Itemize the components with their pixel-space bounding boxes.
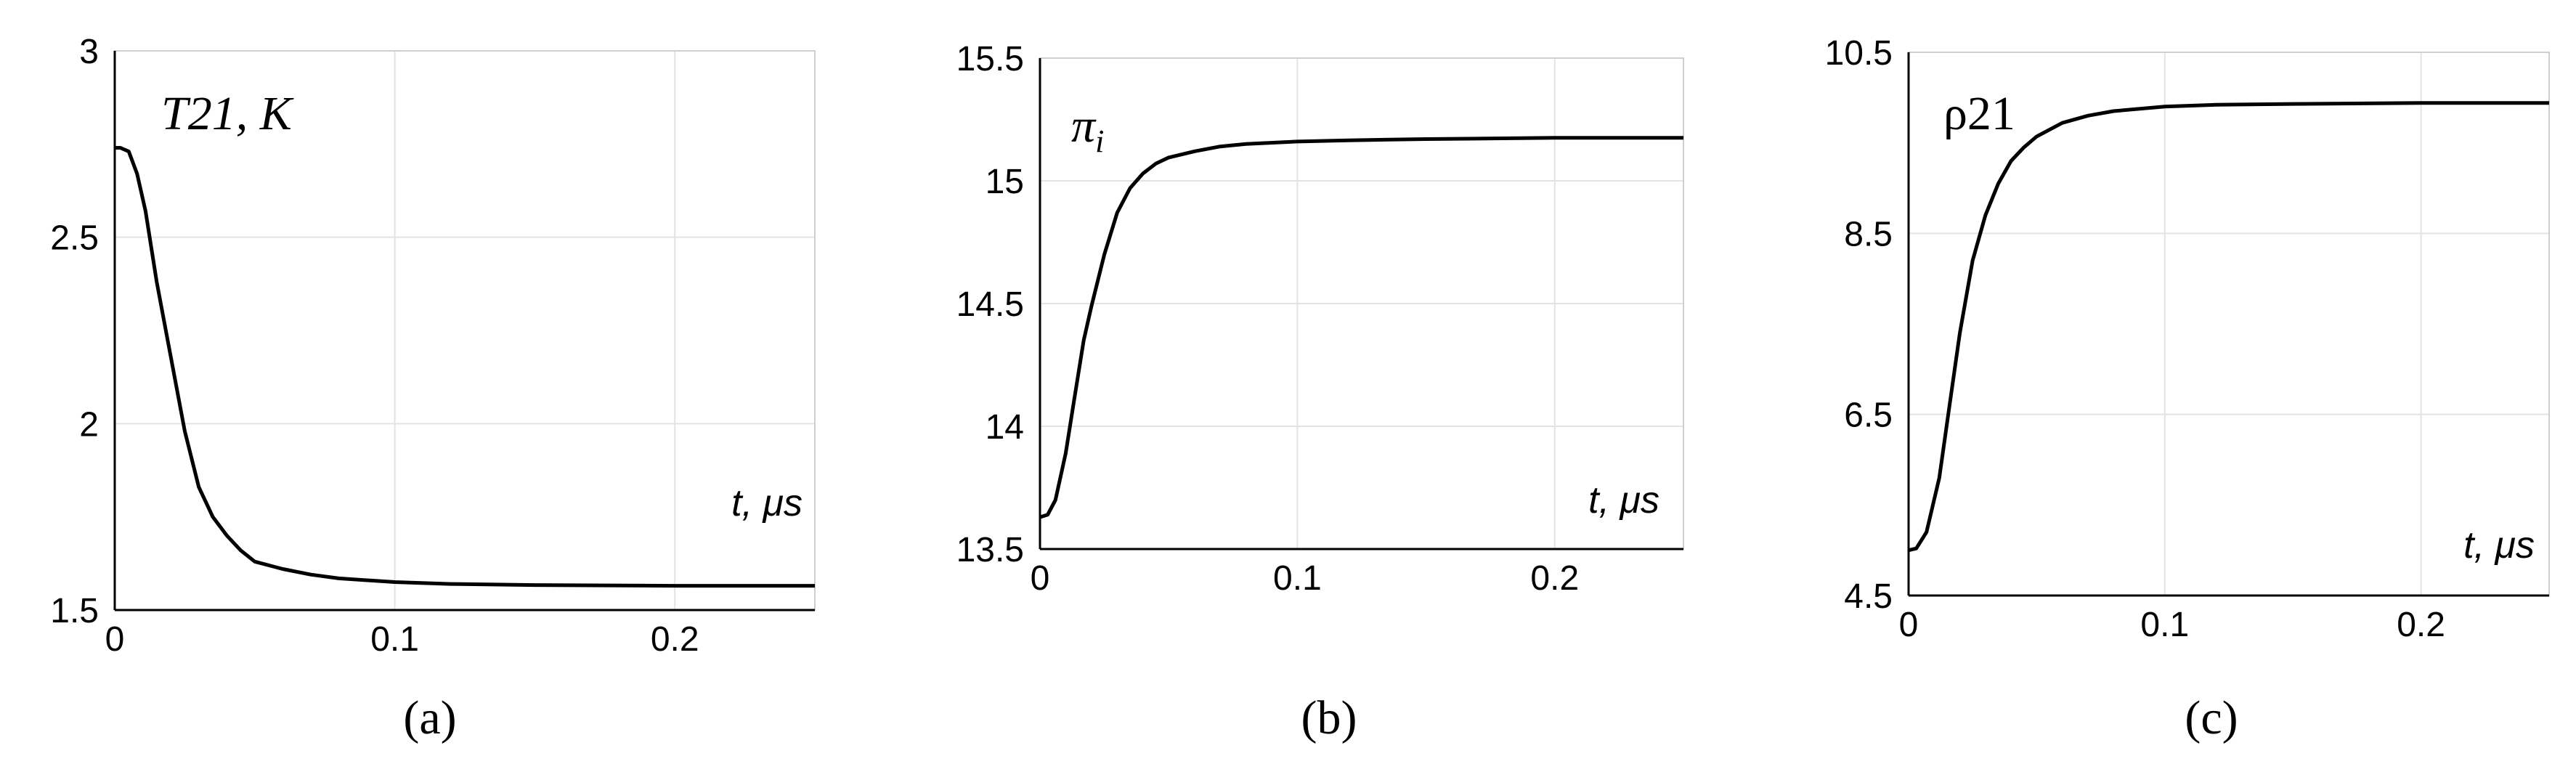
x-tick-label: 0 (1899, 606, 1919, 644)
panel-label: (c) (2185, 691, 2238, 744)
x-axis-label: t, μs (1588, 479, 1659, 521)
y-tick-label: 8.5 (1844, 215, 1893, 253)
chart-title-subscript: i (1095, 123, 1104, 159)
y-tick-label: 2 (79, 405, 99, 444)
y-tick-label: 2.5 (50, 219, 99, 258)
panel-label: (b) (1301, 691, 1357, 744)
series-line (1908, 101, 2549, 553)
panel-label: (a) (403, 691, 456, 744)
y-tick-label: 14.5 (956, 285, 1024, 324)
chart-panel-c: 0 0.1 0.2 4.5 6.5 8.5 10.5 ρ21 t, μs (c) (1825, 34, 2550, 744)
y-tick-label: 10.5 (1825, 34, 1893, 73)
y-tick-label: 1.5 (50, 592, 99, 630)
series-line (115, 146, 815, 588)
x-tick-label: 0.2 (651, 620, 699, 659)
x-tick-label: 0.2 (2397, 606, 2445, 644)
y-tick-label: 15.5 (956, 40, 1024, 78)
x-axis-label: t, μs (731, 482, 803, 524)
x-tick-label: 0.2 (1530, 559, 1579, 598)
x-tick-label: 0.1 (370, 620, 419, 659)
series-line (1039, 136, 1683, 519)
chart-panel-a: 0 0.1 0.2 1.5 2 2.5 3 T21, K t, μs (a) (50, 33, 816, 744)
y-tick-label: 13.5 (956, 531, 1024, 569)
chart-title: T21, K (161, 87, 294, 140)
chart-title-main: π (1071, 99, 1097, 153)
chart-title: πi (1071, 99, 1104, 159)
y-tick-label: 3 (79, 33, 99, 71)
y-tick-label: 6.5 (1844, 397, 1893, 435)
x-tick-label: 0 (105, 620, 125, 659)
chart-title: ρ21 (1943, 87, 2015, 140)
x-tick-label: 0 (1031, 559, 1050, 598)
chart-panel-b: 0 0.1 0.2 13.5 14 14.5 15 15.5 πi t, μs (b) (956, 40, 1684, 744)
y-tick-label: 4.5 (1844, 577, 1893, 616)
x-tick-label: 0.1 (1273, 559, 1322, 598)
x-tick-label: 0.1 (2140, 606, 2189, 644)
x-axis-label: t, μs (2463, 524, 2535, 566)
y-tick-label: 14 (986, 408, 1024, 447)
y-tick-label: 15 (986, 163, 1024, 201)
